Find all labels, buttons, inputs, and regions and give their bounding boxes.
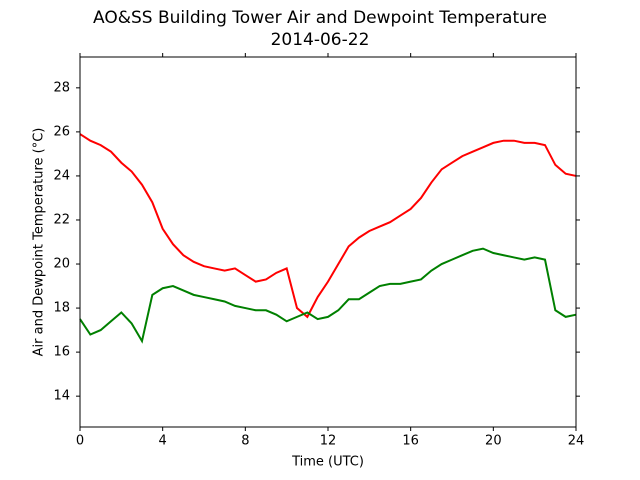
y-tick-label: 26 <box>53 124 70 139</box>
y-tick-label: 18 <box>53 301 70 316</box>
x-tick-label: 24 <box>568 434 585 449</box>
data-line <box>79 247 577 344</box>
y-tick-label: 20 <box>53 257 70 272</box>
y-tick-label: 14 <box>53 389 70 404</box>
y-axis-label: Air and Dewpoint Temperature (°C) <box>32 128 47 357</box>
chart-subtitle: 2014-06-22 <box>271 30 370 50</box>
y-tick-label: 28 <box>53 80 70 95</box>
x-tick-label: 0 <box>76 434 84 449</box>
x-tick-label: 8 <box>241 434 249 449</box>
y-tick-label: 16 <box>53 345 70 360</box>
x-tick-label: 12 <box>320 434 337 449</box>
plot-frame <box>79 56 577 428</box>
chart-title: AO&SS Building Tower Air and Dewpoint Te… <box>93 8 547 28</box>
x-tick-label: 4 <box>159 434 167 449</box>
x-tick-label: 20 <box>485 434 502 449</box>
data-line <box>79 133 577 319</box>
y-tick-label: 22 <box>53 212 70 227</box>
x-axis-label: Time (UTC) <box>291 455 364 470</box>
y-tick-label: 24 <box>53 168 70 183</box>
x-tick-label: 16 <box>402 434 419 449</box>
